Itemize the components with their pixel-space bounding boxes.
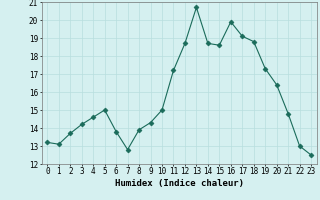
X-axis label: Humidex (Indice chaleur): Humidex (Indice chaleur) — [115, 179, 244, 188]
